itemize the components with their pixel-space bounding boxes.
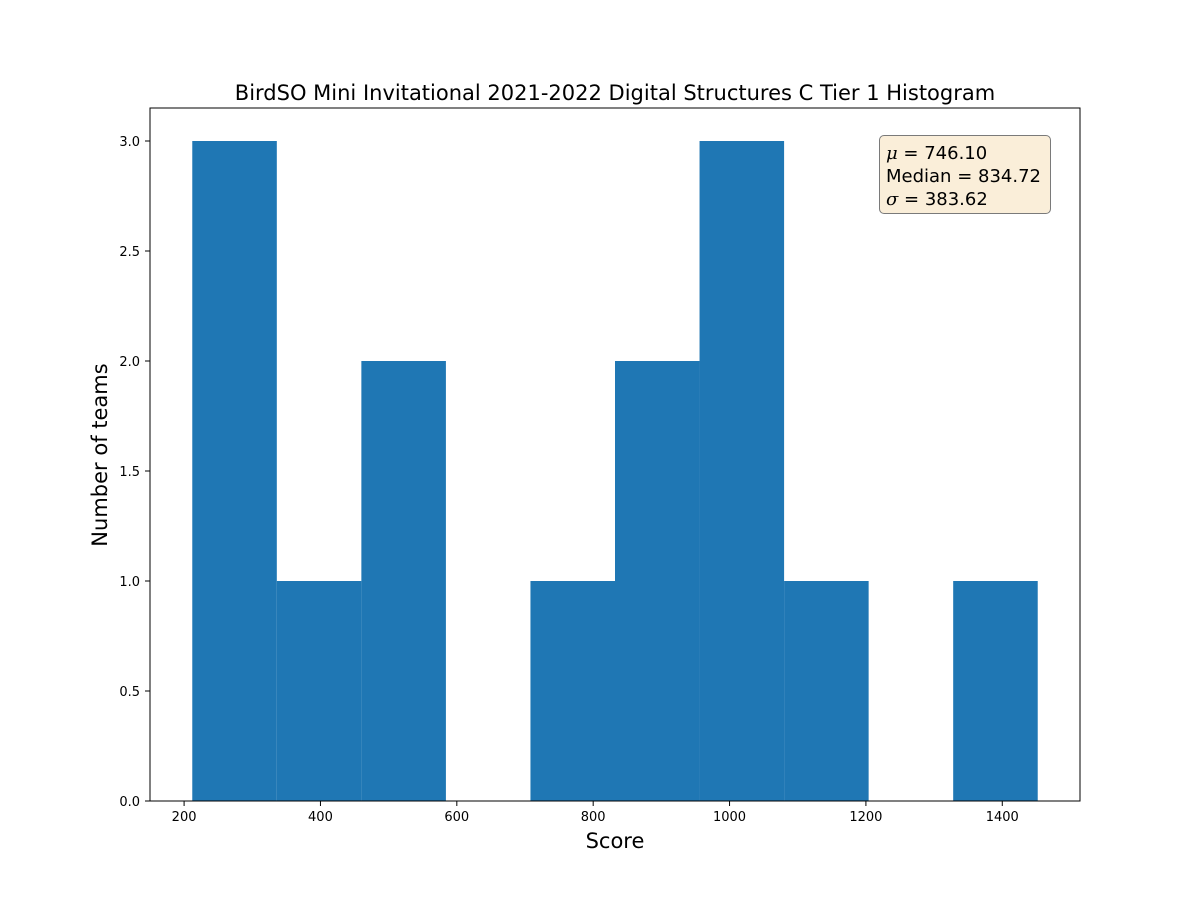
- mu-symbol: μ: [886, 143, 898, 164]
- histogram-bar-2: [361, 361, 446, 801]
- histogram-bar-0: [192, 141, 277, 801]
- plot-frame: [149, 107, 1081, 802]
- x-tick-label: 1000: [713, 810, 746, 825]
- y-tick-label: 0.5: [119, 685, 140, 700]
- histogram-bar-4: [530, 581, 615, 801]
- x-axis: 200 400 600 800 1000 1200 1400: [172, 801, 1019, 825]
- y-tick-label: 0.0: [119, 795, 140, 810]
- mean-value: = 746.10: [897, 143, 988, 164]
- y-axis-label: Number of teams: [88, 363, 112, 546]
- y-tick-label: 1.0: [119, 575, 140, 590]
- histogram-bar-1: [276, 581, 362, 801]
- chart-title: BirdSO Mini Invitational 2021-2022 Digit…: [235, 81, 995, 105]
- x-tick-label: 200: [172, 810, 197, 825]
- x-tick-label: 1400: [986, 810, 1019, 825]
- x-tick-label: 600: [444, 810, 469, 825]
- sigma-value: = 383.62: [898, 189, 988, 210]
- stats-annotation-box: μ = 746.10 Median = 834.72 σ = 383.62: [879, 135, 1051, 214]
- median-label: Median: [886, 166, 952, 187]
- sigma-stat: σ = 383.62: [886, 188, 1050, 211]
- y-tick-label: 1.5: [119, 465, 140, 480]
- y-tick-label: 2.5: [119, 245, 140, 260]
- histogram-bar-9: [953, 581, 1038, 801]
- y-tick-label: 2.0: [119, 355, 140, 370]
- histogram-bar-6: [699, 141, 785, 801]
- median-stat: Median = 834.72: [886, 165, 1050, 188]
- x-axis-label: Score: [586, 829, 645, 853]
- histogram-bar-7: [784, 581, 869, 801]
- x-tick-label: 1200: [849, 810, 882, 825]
- x-tick-label: 800: [581, 810, 606, 825]
- mean-stat: μ = 746.10: [886, 142, 1050, 165]
- median-value: = 834.72: [951, 166, 1041, 187]
- sigma-symbol: σ: [886, 189, 899, 210]
- x-tick-label: 400: [308, 810, 333, 825]
- histogram-bar-5: [615, 361, 700, 801]
- y-tick-label: 3.0: [119, 135, 140, 150]
- y-axis: 0.0 0.5 1.0 1.5 2.0 2.5 3.0: [119, 135, 150, 810]
- bars-group: [192, 141, 1038, 801]
